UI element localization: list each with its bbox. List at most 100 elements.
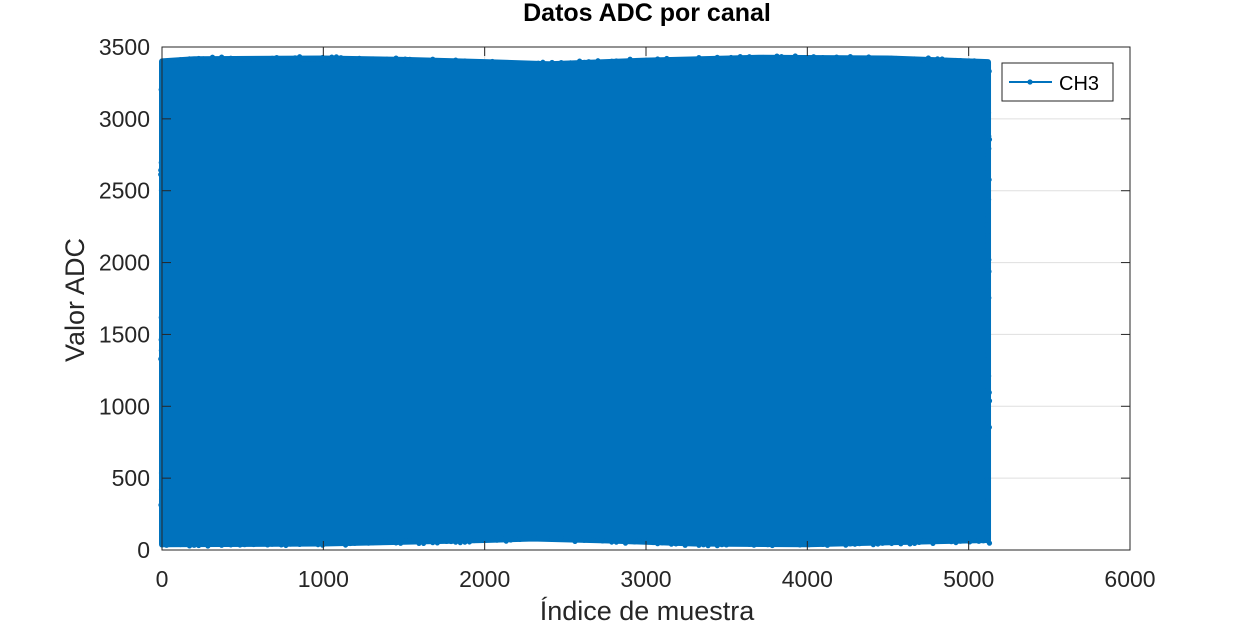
series-ch3-point — [668, 541, 674, 547]
series-ch3-point — [558, 59, 564, 66]
series-ch3-point — [687, 539, 693, 545]
series-ch3-point — [765, 56, 771, 62]
series-ch3-point — [655, 56, 661, 62]
series-ch3-point — [925, 55, 931, 61]
series-ch3-point — [485, 535, 491, 541]
series-ch3-point — [177, 541, 183, 548]
x-tick-label: 5000 — [943, 566, 994, 592]
series-ch3-point — [884, 57, 890, 63]
series-ch3-point — [182, 540, 188, 546]
series-ch3-point — [861, 538, 867, 544]
series-ch3-point — [544, 61, 551, 67]
series-ch3-point — [329, 54, 335, 60]
series-ch3-point — [953, 57, 959, 64]
series-ch3-point — [159, 160, 166, 166]
series-ch3-point — [673, 541, 679, 547]
series-ch3-point — [986, 295, 992, 301]
x-tick-label: 1000 — [298, 566, 349, 592]
series-ch3-point — [352, 540, 358, 546]
series-ch3-point — [833, 539, 840, 545]
series-ch3-point — [645, 537, 652, 543]
series-ch3-point — [673, 57, 679, 63]
series-ch3-point — [751, 542, 757, 548]
series-ch3-point — [884, 539, 890, 545]
series-ch3-point — [255, 58, 261, 64]
series-ch3-point — [590, 59, 596, 66]
series-ch3-point — [160, 367, 166, 373]
series-ch3-point — [829, 56, 835, 62]
series-ch3-point — [315, 56, 321, 63]
series-ch3-point — [260, 57, 266, 63]
series-ch3-point — [986, 373, 992, 379]
series-ch3-point — [984, 430, 990, 436]
series-ch3-point — [622, 540, 629, 546]
series-ch3-point — [710, 57, 716, 64]
series-ch3-point — [586, 536, 592, 542]
series-ch3-point — [820, 55, 826, 61]
series-ch3-point — [939, 537, 945, 543]
series-ch3-point — [370, 56, 376, 62]
series-ch3-point — [219, 54, 225, 60]
series-ch3-point — [209, 54, 216, 60]
series-ch3-point — [778, 540, 785, 546]
series-ch3-point — [521, 60, 528, 66]
series-ch3-point — [746, 541, 752, 547]
series-ch3-point — [347, 540, 353, 547]
series-ch3-point — [232, 539, 239, 545]
series-ch3-point — [228, 55, 234, 61]
series-ch3-point — [742, 539, 748, 545]
series-ch3-point — [517, 536, 523, 543]
series-ch3-point — [434, 58, 440, 64]
series-ch3-point — [847, 541, 853, 547]
series-ch3-point — [875, 541, 881, 547]
series-ch3-point — [976, 61, 982, 67]
y-tick-label: 500 — [112, 465, 150, 491]
series-ch3-point — [677, 540, 684, 546]
series-ch3-point — [160, 459, 166, 465]
series-ch3-point — [457, 540, 463, 546]
series-ch3-point — [274, 55, 280, 61]
series-ch3-point — [852, 56, 858, 62]
series-ch3-point — [962, 59, 968, 65]
series-ch3-point — [196, 542, 202, 549]
series-ch3-point — [398, 59, 404, 65]
series-ch3-point — [333, 539, 339, 545]
series-ch3-point — [476, 61, 482, 67]
series-ch3-point — [191, 542, 197, 548]
series-ch3-point — [287, 541, 294, 547]
series-ch3-point — [843, 542, 849, 548]
series-ch3-point — [714, 543, 720, 549]
series-ch3-point — [907, 56, 913, 63]
series-ch3-point — [691, 540, 697, 546]
legend-marker-ch3 — [1027, 79, 1033, 85]
series-ch3-point — [577, 58, 583, 64]
series-ch3-point — [879, 55, 886, 62]
series-ch3-point — [590, 537, 596, 543]
series-ch3-point — [365, 540, 372, 546]
series-ch3-point — [173, 59, 179, 65]
series-ch3-point — [604, 59, 610, 65]
series-ch3-point — [655, 541, 661, 547]
series-ch3-point — [879, 540, 886, 546]
legend: CH3 — [1001, 62, 1114, 102]
series-ch3-point — [811, 540, 817, 546]
y-tick-label: 1000 — [99, 393, 150, 419]
series-ch3-point — [986, 68, 992, 74]
series-ch3-point — [521, 534, 528, 540]
series-ch3-point — [320, 542, 326, 548]
series-ch3-point — [760, 54, 766, 61]
series-ch3-point — [448, 59, 454, 65]
series-ch3-point — [856, 541, 863, 547]
series-ch3-point — [889, 55, 895, 61]
series-ch3-point — [984, 152, 991, 158]
series-ch3-band — [159, 54, 992, 548]
series-ch3-point — [269, 541, 275, 547]
series-ch3-point — [168, 58, 174, 64]
series-ch3-point — [984, 288, 990, 294]
series-ch3-point — [163, 60, 170, 66]
series-ch3-point — [586, 59, 592, 65]
series-ch3-point — [494, 60, 500, 67]
series-ch3-point — [462, 58, 468, 64]
series-ch3-point — [411, 537, 417, 543]
series-ch3-point — [852, 541, 858, 547]
